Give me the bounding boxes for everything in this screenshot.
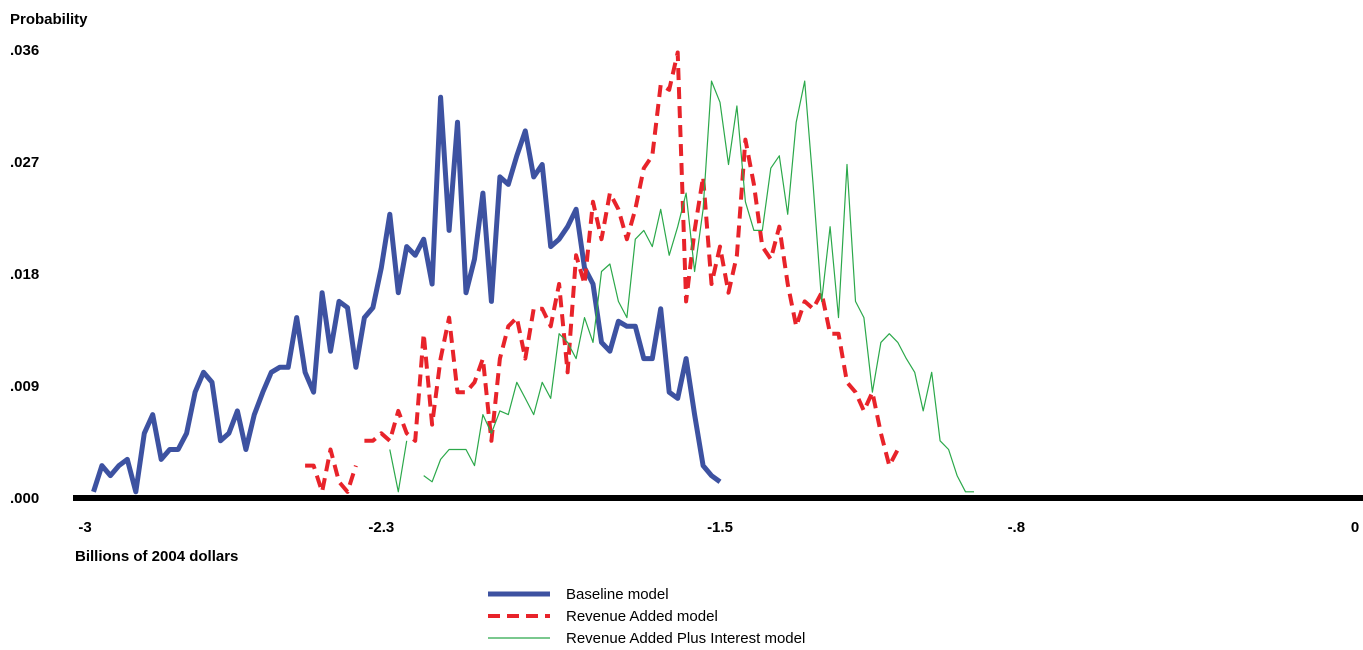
x-tick-label: -2.3 — [368, 519, 394, 536]
legend-label: Revenue Added model — [566, 608, 718, 625]
x-tick-label: 0 — [1351, 519, 1359, 536]
series-3 — [389, 80, 974, 493]
legend: Baseline model Revenue Added model Revenue… — [488, 586, 805, 647]
x-tick-label: -.8 — [1008, 519, 1026, 536]
series-1 — [91, 94, 722, 495]
x-axis-label: Billions of 2004 dollars — [75, 548, 238, 565]
series-line — [91, 94, 722, 495]
x-tick-label: -1.5 — [707, 519, 733, 536]
x-axis-ticks: -3 -2.3 -1.5 -.8 0 — [78, 519, 1359, 536]
y-tick-label: .018 — [10, 266, 39, 283]
y-tick-label: .009 — [10, 378, 39, 395]
legend-label: Baseline model — [566, 586, 669, 603]
y-tick-label: .000 — [10, 490, 39, 507]
y-axis-label: Probability — [10, 11, 88, 28]
y-tick-label: .027 — [10, 154, 39, 171]
series-line — [305, 50, 900, 494]
series-2 — [305, 50, 900, 494]
plot-area — [91, 50, 974, 495]
series-line — [389, 80, 974, 493]
legend-label: Revenue Added Plus Interest model — [566, 630, 805, 647]
y-tick-label: .036 — [10, 42, 39, 59]
x-tick-label: -3 — [78, 519, 91, 536]
y-axis-ticks: .000 .009 .018 .027 .036 — [10, 42, 39, 507]
